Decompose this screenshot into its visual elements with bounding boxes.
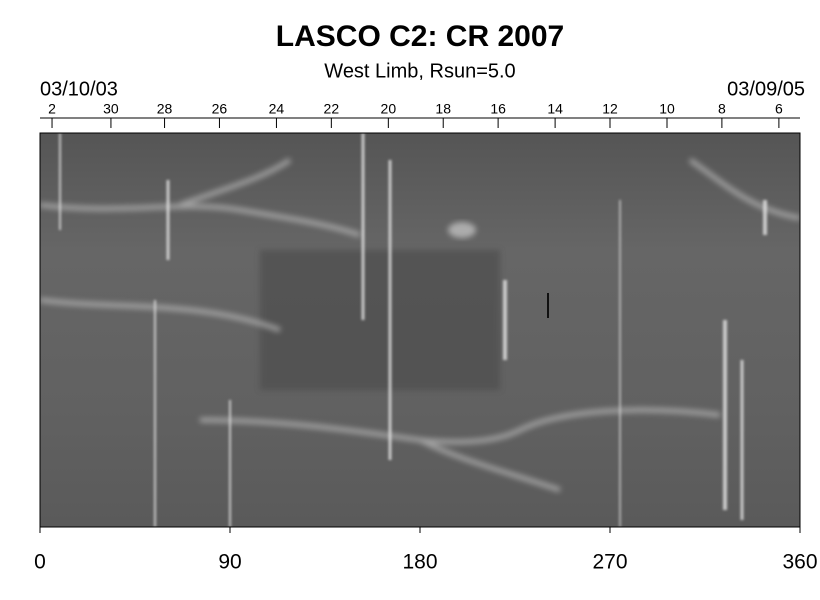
end-date: 03/09/05 — [727, 78, 805, 100]
x-tick-label: 0 — [34, 551, 46, 574]
top-tick-label: 28 — [157, 101, 173, 117]
top-tick-label: 2 — [48, 101, 56, 117]
top-tick-label: 22 — [324, 101, 340, 117]
chart-subtitle: West Limb, Rsun=5.0 — [324, 60, 515, 82]
top-tick-label: 12 — [602, 101, 618, 117]
start-date: 03/10/03 — [40, 78, 118, 100]
top-tick-label: 30 — [103, 101, 119, 117]
top-tick-label: 24 — [269, 101, 285, 117]
top-tick-label: 10 — [659, 101, 675, 117]
top-tick-label: 14 — [547, 101, 563, 117]
top-tick-label: 18 — [435, 101, 451, 117]
x-tick-label: 180 — [402, 551, 437, 574]
top-tick-label: 26 — [212, 101, 228, 117]
x-tick-label: 90 — [218, 551, 241, 574]
x-tick-label: 360 — [782, 551, 817, 574]
top-tick-label: 16 — [490, 101, 506, 117]
x-tick-label: 270 — [592, 551, 627, 574]
top-tick-label: 20 — [381, 101, 397, 117]
top-tick-label: 8 — [718, 101, 726, 117]
top-tick-label: 6 — [775, 101, 783, 117]
synoptic-image — [40, 133, 800, 527]
chart-title: LASCO C2: CR 2007 — [276, 20, 564, 53]
